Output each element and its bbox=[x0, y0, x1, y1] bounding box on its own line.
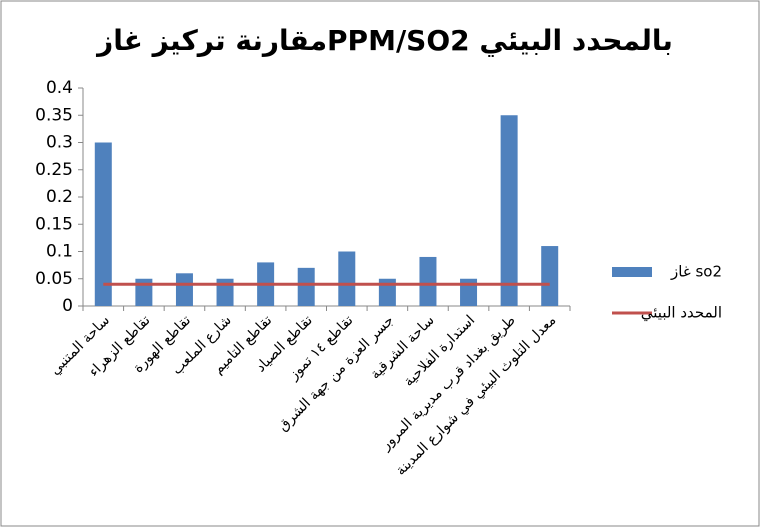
bar bbox=[338, 251, 356, 306]
legend-swatch bbox=[612, 267, 652, 277]
y-tick-label: 0.05 bbox=[35, 269, 73, 289]
bar bbox=[419, 256, 437, 306]
bar bbox=[500, 115, 518, 306]
y-tick-label: 0.3 bbox=[46, 133, 73, 153]
legend-label: غاز so2 bbox=[670, 263, 722, 281]
bar bbox=[541, 246, 559, 306]
bar bbox=[94, 142, 112, 306]
y-tick-label: 0.4 bbox=[46, 78, 73, 98]
legend-label: المحدد البيئي bbox=[641, 304, 722, 323]
y-tick-label: 0.35 bbox=[35, 105, 73, 125]
y-tick-label: 0.2 bbox=[46, 187, 73, 207]
y-tick-label: 0.1 bbox=[46, 242, 73, 262]
y-tick-label: 0.25 bbox=[35, 160, 73, 180]
bar bbox=[297, 267, 315, 306]
y-tick-label: 0.15 bbox=[35, 214, 73, 234]
y-tick-label: 0 bbox=[62, 296, 73, 316]
chart-title: مقارنة تركيز غازPPM/SO2 بالمحدد البيئي bbox=[95, 24, 673, 57]
bar bbox=[175, 273, 193, 306]
